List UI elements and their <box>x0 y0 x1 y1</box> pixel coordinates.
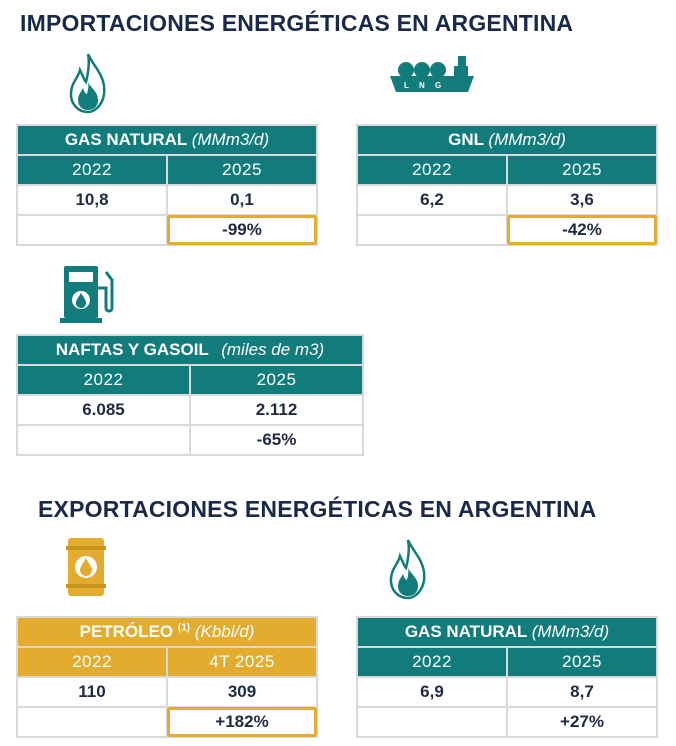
table-header: GAS NATURAL (MMm3/d) <box>16 124 318 156</box>
year-2022-header: 2022 <box>16 364 191 396</box>
svg-text:N: N <box>419 81 425 90</box>
year-2022-header: 2022 <box>356 154 508 186</box>
empty-cell <box>16 424 191 456</box>
flame-icon <box>389 539 426 600</box>
imports-fuel-table: NAFTAS Y GASOIL (miles de m3) 2022 2025 … <box>16 334 364 456</box>
percent-change: -99% <box>166 214 318 246</box>
value-2022: 6,9 <box>356 676 508 708</box>
value-2025: 2.112 <box>189 394 364 426</box>
table-unit: (MMm3/d) <box>488 130 566 149</box>
percent-change: +182% <box>166 706 318 738</box>
table-unit: (MMm3/d) <box>531 622 610 641</box>
year-2025-header: 2025 <box>166 154 318 186</box>
fuel-pump-icon <box>60 266 114 323</box>
value-2025: 8,7 <box>506 676 658 708</box>
empty-cell <box>356 706 508 738</box>
value-2022: 6.085 <box>16 394 191 426</box>
percent-change: -42% <box>506 214 658 246</box>
imports-heading: IMPORTACIONES ENERGÉTICAS EN ARGENTINA <box>20 10 574 36</box>
year-2025-header: 2025 <box>506 154 658 186</box>
table-header: GNL (MMm3/d) <box>356 124 658 156</box>
value-2022: 6,2 <box>356 184 508 216</box>
value-2022: 110 <box>16 676 168 708</box>
table-unit: (miles de m3) <box>221 340 325 359</box>
svg-text:G: G <box>435 81 441 90</box>
footnote-marker: (1) <box>177 622 191 634</box>
table-title: GAS NATURAL <box>404 622 527 641</box>
table-title: GNL <box>448 130 484 149</box>
empty-cell <box>16 706 168 738</box>
table-unit: (MMm3/d) <box>191 130 270 149</box>
value-2025: 3,6 <box>506 184 658 216</box>
exports-natural-gas-table: GAS NATURAL (MMm3/d) 2022 2025 6,9 8,7 +… <box>356 616 658 738</box>
lng-ship-icon: L N G <box>390 56 474 92</box>
year-2025-header: 2025 <box>506 646 658 678</box>
table-header: GAS NATURAL (MMm3/d) <box>356 616 658 648</box>
table-header: PETRÓLEO (1) (Kbbl/d) <box>16 616 318 648</box>
imports-natural-gas-table: GAS NATURAL (MMm3/d) 2022 2025 10,8 0,1 … <box>16 124 318 246</box>
imports-lng-table: GNL (MMm3/d) 2022 2025 6,2 3,6 -42% <box>356 124 658 246</box>
oil-barrel-icon <box>66 538 106 596</box>
year-2022-header: 2022 <box>356 646 508 678</box>
svg-text:L: L <box>404 81 409 90</box>
empty-cell <box>356 214 508 246</box>
exports-heading: EXPORTACIONES ENERGÉTICAS EN ARGENTINA <box>38 496 597 522</box>
year-2022-header: 2022 <box>16 154 168 186</box>
exports-oil-table: PETRÓLEO (1) (Kbbl/d) 2022 4T 2025 110 3… <box>16 616 318 738</box>
flame-icon <box>69 53 106 114</box>
empty-cell <box>16 214 168 246</box>
year-2022-header: 2022 <box>16 646 168 678</box>
table-title: NAFTAS Y GASOIL <box>55 340 209 359</box>
table-title: PETRÓLEO <box>79 622 174 641</box>
table-unit: (Kbbl/d) <box>194 622 255 641</box>
table-title: GAS NATURAL <box>64 130 187 149</box>
percent-change: +27% <box>506 706 658 738</box>
table-header: NAFTAS Y GASOIL (miles de m3) <box>16 334 364 366</box>
value-2022: 10,8 <box>16 184 168 216</box>
year-4t2025-header: 4T 2025 <box>166 646 318 678</box>
percent-change: -65% <box>189 424 364 456</box>
year-2025-header: 2025 <box>189 364 364 396</box>
value-4t2025: 309 <box>166 676 318 708</box>
value-2025: 0,1 <box>166 184 318 216</box>
